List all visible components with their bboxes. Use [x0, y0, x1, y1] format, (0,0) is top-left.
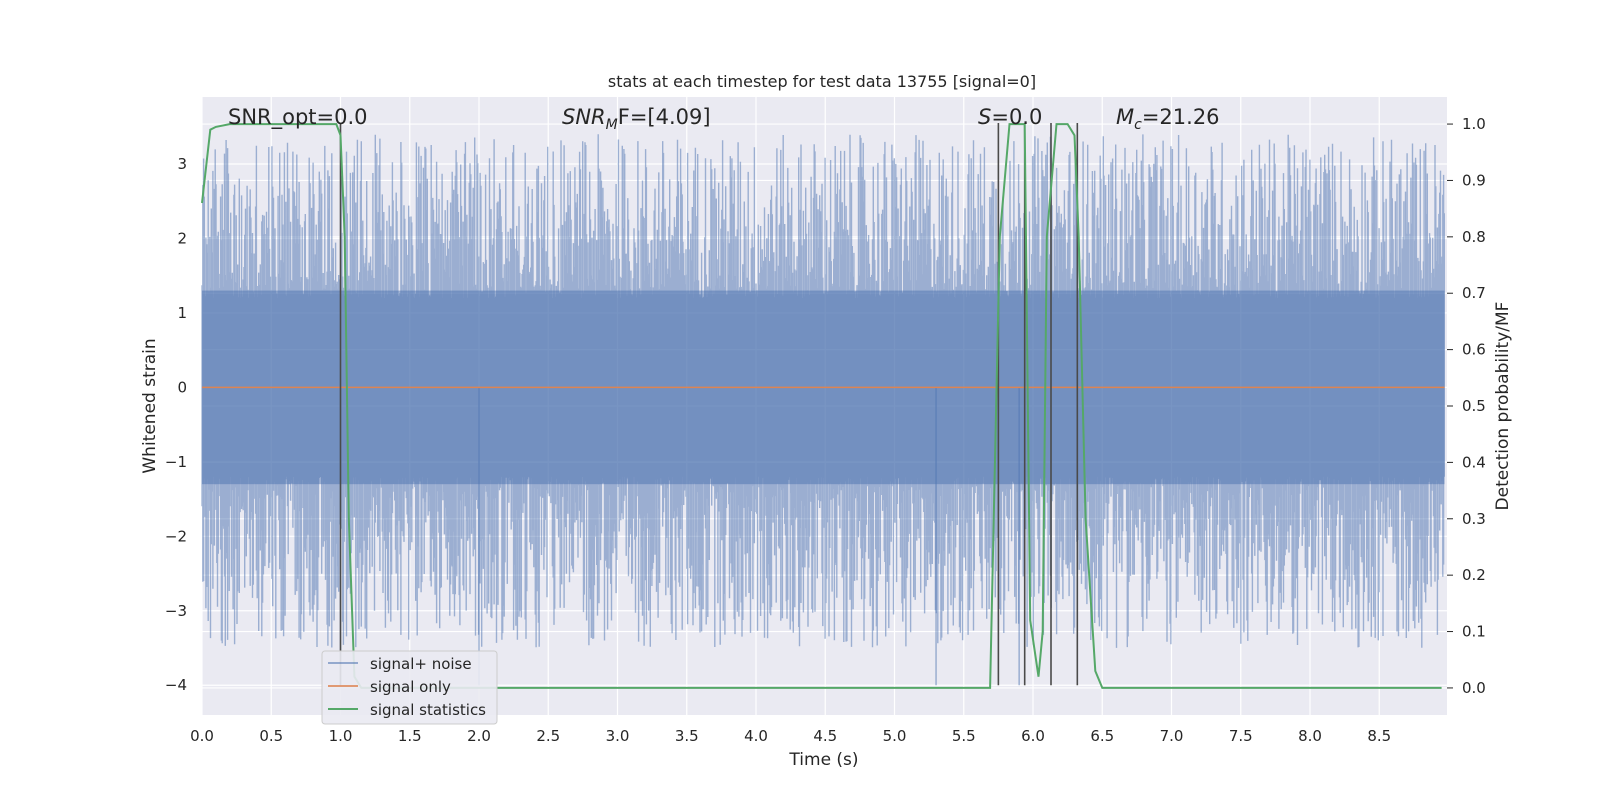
x-tick-label: 6.5	[1090, 727, 1114, 745]
y-right-axis-label: Detection probability/MF	[1493, 302, 1513, 511]
y-right-tick-label: 0.6	[1462, 341, 1486, 359]
x-tick-label: 5.0	[883, 727, 907, 745]
y-tick-labels: 3 2 1 0 −1 −2 −3 −4	[165, 155, 187, 694]
legend-label-signal-only: signal only	[370, 678, 451, 696]
y-right-tick-label: 0.4	[1462, 453, 1486, 471]
x-tick-label: 0.5	[259, 727, 283, 745]
annotation-snr-mf-value: F=[4.09]	[618, 105, 711, 129]
x-tick-labels: 0.0 0.5 1.0 1.5 2.0 2.5 3.0 3.5 4.0 4.5 5.0 5.5 6.0 6…	[190, 727, 1391, 745]
x-tick-label: 7.5	[1229, 727, 1253, 745]
x-tick-label: 8.0	[1298, 727, 1322, 745]
x-tick-label: 6.0	[1021, 727, 1045, 745]
x-tick-label: 2.5	[536, 727, 560, 745]
x-tick-label: 4.5	[813, 727, 837, 745]
x-tick-label: 3.5	[675, 727, 699, 745]
x-tick-label: 4.0	[744, 727, 768, 745]
x-tick-label: 1.0	[329, 727, 353, 745]
annotation-mc-symbol: M	[1116, 105, 1134, 129]
x-tick-label: 0.0	[190, 727, 214, 745]
legend-box	[321, 650, 498, 725]
annotation-mc-subscript: c	[1134, 117, 1142, 133]
vertical-markers	[339, 123, 1079, 686]
y-axis-label: Whitened strain	[140, 338, 160, 473]
annotation-snr-opt: SNR_opt=0.0	[228, 105, 368, 130]
legend: signal+ noise signal only signal statist…	[321, 650, 498, 725]
annotation-mc: Mc=21.26	[1116, 105, 1220, 133]
y-right-tick-label: 0.5	[1462, 397, 1486, 415]
y-tick-label: −1	[165, 453, 187, 471]
y-right-tick-label: 0.7	[1462, 284, 1486, 302]
y-tick-label: −2	[165, 527, 187, 545]
y-tick-label: 0	[177, 378, 187, 396]
y-tick-label: −4	[165, 676, 187, 694]
annotation-s-value: =0.0	[991, 105, 1042, 129]
series-signal-statistics	[201, 123, 1442, 689]
y-right-tick-label: 1.0	[1462, 115, 1486, 133]
y-tick-label: 3	[177, 155, 187, 173]
y-right-tick-label: 0.0	[1462, 679, 1486, 697]
y-tick-label: −3	[165, 602, 187, 620]
chart-title: stats at each timestep for test data 137…	[608, 72, 1036, 91]
x-tick-label: 3.0	[606, 727, 630, 745]
x-tick-label: 5.5	[952, 727, 976, 745]
y-right-tick-label: 0.9	[1462, 171, 1486, 189]
annotation-mc-value: =21.26	[1142, 105, 1220, 129]
y-right-tick-label: 0.2	[1462, 566, 1486, 584]
y-right-tick-label: 0.3	[1462, 510, 1486, 528]
x-axis-label: Time (s)	[788, 750, 858, 770]
y-right-tick-labels: 1.0 0.9 0.8 0.7 0.6 0.5 0.4 0.3 0.2 0.1 0.0	[1447, 115, 1486, 697]
legend-label-signal-statistics: signal statistics	[370, 701, 486, 719]
x-tick-label: 7.0	[1160, 727, 1184, 745]
y-tick-label: 2	[177, 229, 187, 247]
x-tick-label: 2.0	[467, 727, 491, 745]
x-tick-label: 8.5	[1367, 727, 1391, 745]
annotation-snr-mf-symbol: SNR	[562, 105, 606, 129]
y-tick-label: 1	[177, 304, 187, 322]
y-right-tick-label: 0.8	[1462, 228, 1486, 246]
annotation-s-symbol: S	[978, 105, 991, 129]
annotation-s: S=0.0	[978, 105, 1042, 129]
annotation-snr-mf-subscript: M	[606, 117, 618, 133]
legend-label-signal-plus-noise: signal+ noise	[370, 655, 472, 673]
annotation-snr-mf: SNRMF=[4.09]	[562, 105, 711, 133]
y-right-tick-label: 0.1	[1462, 623, 1486, 641]
x-tick-label: 1.5	[398, 727, 422, 745]
noise-trace	[201, 134, 1445, 648]
